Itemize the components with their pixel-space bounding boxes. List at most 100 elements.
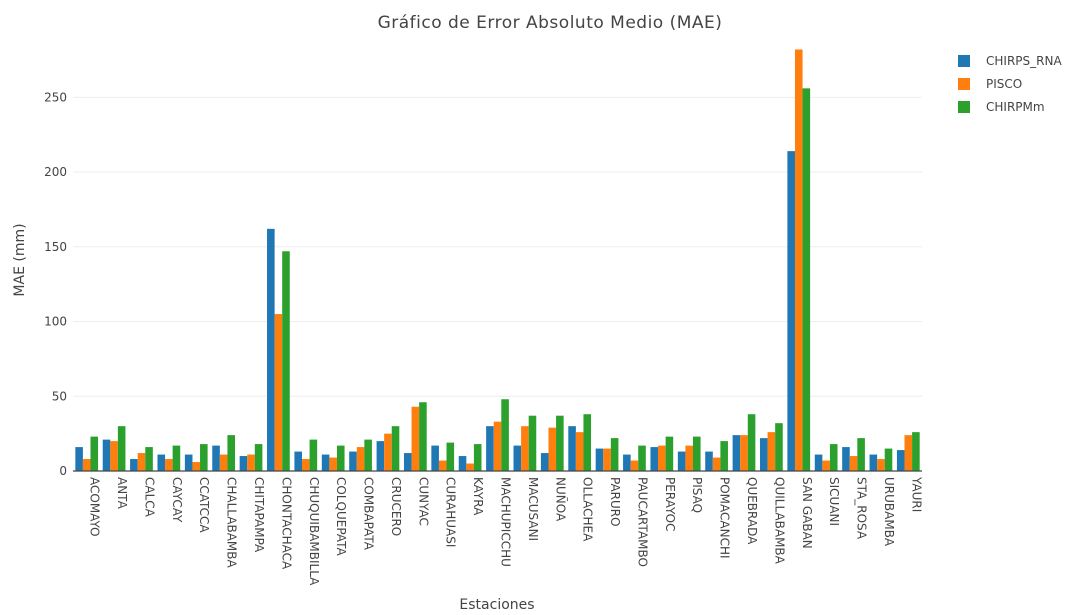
bar-pisco-29[interactable]	[877, 459, 885, 471]
legend-label[interactable]: CHIRPMm	[986, 100, 1045, 114]
bar-chirpmm-30[interactable]	[912, 432, 920, 471]
bar-chirpmm-15[interactable]	[501, 399, 509, 471]
bar-chirps-rna-29[interactable]	[869, 454, 878, 471]
bar-pisco-16[interactable]	[521, 426, 529, 471]
legend-label[interactable]: CHIRPS_RNA	[986, 54, 1062, 68]
bar-pisco-13[interactable]	[438, 460, 447, 471]
bar-pisco-14[interactable]	[466, 463, 474, 471]
bar-chirps-rna-24[interactable]	[732, 435, 741, 471]
bar-chirps-rna-7[interactable]	[267, 228, 275, 471]
bar-chirps-rna-9[interactable]	[321, 454, 330, 471]
bar-pisco-1[interactable]	[110, 441, 118, 471]
bar-chirps-rna-11[interactable]	[376, 441, 385, 471]
bar-pisco-4[interactable]	[192, 462, 201, 471]
bar-chirps-rna-15[interactable]	[486, 426, 494, 471]
bar-chirps-rna-19[interactable]	[595, 448, 604, 471]
bar-chirps-rna-26[interactable]	[787, 151, 795, 471]
bar-chirpmm-22[interactable]	[693, 436, 701, 471]
bar-chirps-rna-30[interactable]	[896, 450, 905, 471]
bar-pisco-3[interactable]	[165, 459, 173, 471]
bar-chirps-rna-25[interactable]	[760, 438, 768, 471]
bar-pisco-20[interactable]	[630, 460, 639, 471]
bar-chirpmm-20[interactable]	[638, 445, 646, 471]
legend-swatch[interactable]	[958, 78, 970, 90]
bar-chirps-rna-14[interactable]	[458, 456, 467, 471]
bar-pisco-6[interactable]	[247, 454, 255, 471]
bar-pisco-9[interactable]	[329, 457, 337, 471]
bar-chirpmm-17[interactable]	[556, 415, 564, 471]
bar-pisco-30[interactable]	[904, 435, 913, 471]
bar-chirps-rna-20[interactable]	[623, 454, 631, 471]
bar-pisco-18[interactable]	[575, 432, 584, 471]
bar-pisco-15[interactable]	[493, 421, 502, 471]
bar-chirpmm-4[interactable]	[200, 444, 208, 471]
bar-chirps-rna-0[interactable]	[75, 447, 83, 471]
bar-pisco-17[interactable]	[548, 427, 557, 471]
bar-chirps-rna-17[interactable]	[540, 453, 549, 471]
bar-chirpmm-10[interactable]	[364, 439, 372, 471]
bar-chirpmm-14[interactable]	[473, 444, 482, 471]
legend-label[interactable]: PISCO	[986, 77, 1022, 91]
bar-pisco-28[interactable]	[849, 456, 858, 471]
bar-pisco-2[interactable]	[137, 453, 146, 471]
bar-chirps-rna-3[interactable]	[157, 454, 166, 471]
bar-chirpmm-12[interactable]	[419, 402, 427, 471]
bar-pisco-24[interactable]	[740, 435, 748, 471]
bar-chirpmm-7[interactable]	[282, 251, 290, 471]
bar-chirpmm-2[interactable]	[145, 447, 153, 471]
bar-chirps-rna-10[interactable]	[349, 451, 357, 471]
bar-pisco-10[interactable]	[356, 447, 365, 471]
bar-chirpmm-9[interactable]	[336, 445, 345, 471]
bar-pisco-12[interactable]	[411, 406, 420, 471]
bar-chirps-rna-6[interactable]	[239, 456, 248, 471]
bar-pisco-11[interactable]	[384, 433, 392, 471]
bar-pisco-21[interactable]	[658, 445, 666, 471]
legend-swatch[interactable]	[958, 55, 970, 67]
bar-pisco-23[interactable]	[712, 457, 721, 471]
bar-chirpmm-19[interactable]	[610, 438, 619, 471]
bar-pisco-27[interactable]	[822, 460, 830, 471]
bar-chirpmm-29[interactable]	[884, 448, 893, 471]
bar-chirps-rna-1[interactable]	[102, 439, 111, 471]
bar-chirpmm-6[interactable]	[254, 444, 263, 471]
legend[interactable]: CHIRPS_RNA PISCO CHIRPMm	[958, 54, 1062, 114]
bar-pisco-7[interactable]	[274, 314, 283, 471]
bar-chirpmm-16[interactable]	[528, 415, 537, 471]
bar-chirpmm-18[interactable]	[583, 414, 592, 471]
bar-chirps-rna-4[interactable]	[184, 454, 193, 471]
bar-chirpmm-8[interactable]	[309, 439, 318, 471]
bar-chirpmm-13[interactable]	[446, 442, 455, 471]
bar-chirpmm-23[interactable]	[720, 441, 728, 471]
bar-chirps-rna-13[interactable]	[431, 445, 439, 471]
bar-pisco-22[interactable]	[685, 445, 693, 471]
bar-chirps-rna-5[interactable]	[212, 445, 220, 471]
bar-chirps-rna-22[interactable]	[677, 451, 686, 471]
bar-chirpmm-25[interactable]	[775, 423, 783, 471]
bar-chirpmm-24[interactable]	[747, 414, 756, 471]
bar-chirps-rna-27[interactable]	[814, 454, 823, 471]
bar-pisco-25[interactable]	[767, 432, 776, 471]
bar-pisco-0[interactable]	[82, 459, 91, 471]
bar-pisco-5[interactable]	[219, 454, 228, 471]
bar-chirps-rna-18[interactable]	[568, 426, 576, 471]
bar-chirpmm-28[interactable]	[857, 438, 865, 471]
bar-chirps-rna-16[interactable]	[513, 445, 522, 471]
bar-chirps-rna-8[interactable]	[294, 451, 302, 471]
bar-pisco-19[interactable]	[603, 448, 611, 471]
bar-chirps-rna-28[interactable]	[842, 447, 850, 471]
bar-chirpmm-21[interactable]	[665, 436, 674, 471]
bar-chirpmm-11[interactable]	[391, 426, 400, 471]
bar-chirpmm-26[interactable]	[802, 88, 811, 471]
bar-chirps-rna-2[interactable]	[130, 459, 138, 471]
bar-pisco-8[interactable]	[302, 459, 310, 471]
legend-swatch[interactable]	[958, 101, 970, 113]
bar-chirps-rna-12[interactable]	[403, 453, 412, 471]
bar-chirpmm-27[interactable]	[829, 444, 838, 471]
bar-pisco-26[interactable]	[794, 49, 803, 471]
bar-chirpmm-3[interactable]	[172, 445, 181, 471]
bar-chirpmm-5[interactable]	[227, 435, 235, 471]
bar-chirpmm-1[interactable]	[117, 426, 126, 471]
bar-chirpmm-0[interactable]	[90, 436, 99, 471]
bar-chirps-rna-23[interactable]	[705, 451, 713, 471]
bar-chirps-rna-21[interactable]	[650, 447, 659, 471]
